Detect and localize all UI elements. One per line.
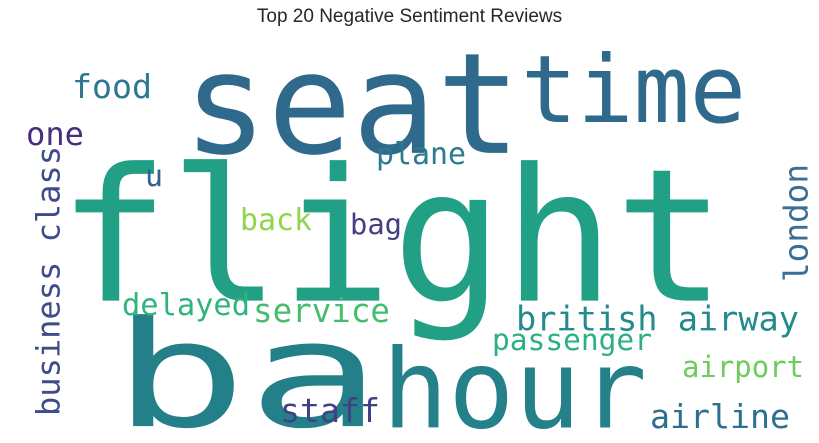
- word-airport: airport: [682, 350, 804, 384]
- word-bag: bag: [350, 207, 402, 241]
- word-plane: plane: [376, 137, 466, 172]
- word-back: back: [240, 203, 312, 238]
- word-time: time: [521, 36, 746, 145]
- word-passenger: passenger: [492, 323, 652, 357]
- word-london: london: [778, 164, 816, 282]
- word-business-class: business class: [30, 146, 68, 416]
- word-one: one: [26, 115, 84, 153]
- word-seat: seat: [183, 24, 521, 187]
- word-service: service: [253, 292, 390, 330]
- word-u: u: [145, 159, 163, 194]
- word-flight: flight: [58, 129, 726, 345]
- chart-title: Top 20 Negative Sentiment Reviews: [256, 6, 563, 27]
- word-staff: staff: [280, 391, 380, 430]
- word-hour: hour: [382, 325, 647, 443]
- word-british-airway: british airway: [516, 300, 799, 339]
- word-ba: ba: [112, 289, 382, 443]
- word-delayed: delayed: [122, 288, 250, 323]
- word-airline: airline: [650, 397, 790, 436]
- word-food: food: [72, 67, 152, 106]
